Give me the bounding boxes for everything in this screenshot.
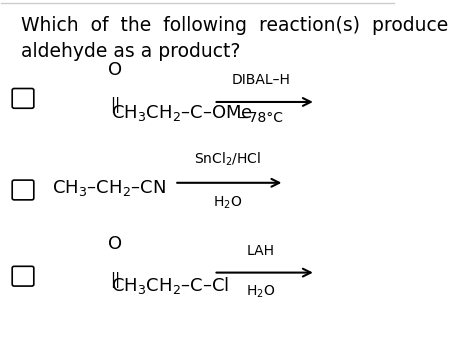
Text: DIBAL–H: DIBAL–H — [231, 73, 290, 87]
Text: ||: || — [110, 272, 120, 287]
Text: −78°C: −78°C — [238, 111, 284, 125]
Text: O: O — [108, 235, 122, 253]
Text: SnCl$_2$/HCl: SnCl$_2$/HCl — [194, 151, 261, 168]
Text: LAH: LAH — [247, 244, 275, 258]
Text: H$_2$O: H$_2$O — [213, 194, 242, 211]
Text: Which  of  the  following  reaction(s)  produce
aldehyde as a product?: Which of the following reaction(s) produ… — [21, 16, 448, 61]
Text: ||: || — [110, 97, 120, 113]
Text: CH$_3$–CH$_2$–CN: CH$_3$–CH$_2$–CN — [53, 178, 166, 198]
FancyBboxPatch shape — [12, 180, 34, 200]
Text: O: O — [108, 60, 122, 79]
Text: H$_2$O: H$_2$O — [246, 284, 275, 300]
FancyBboxPatch shape — [12, 266, 34, 286]
Text: CH$_3$CH$_2$–C–OMe: CH$_3$CH$_2$–C–OMe — [111, 103, 254, 123]
FancyBboxPatch shape — [12, 88, 34, 108]
Text: CH$_3$CH$_2$–C–Cl: CH$_3$CH$_2$–C–Cl — [111, 275, 229, 296]
